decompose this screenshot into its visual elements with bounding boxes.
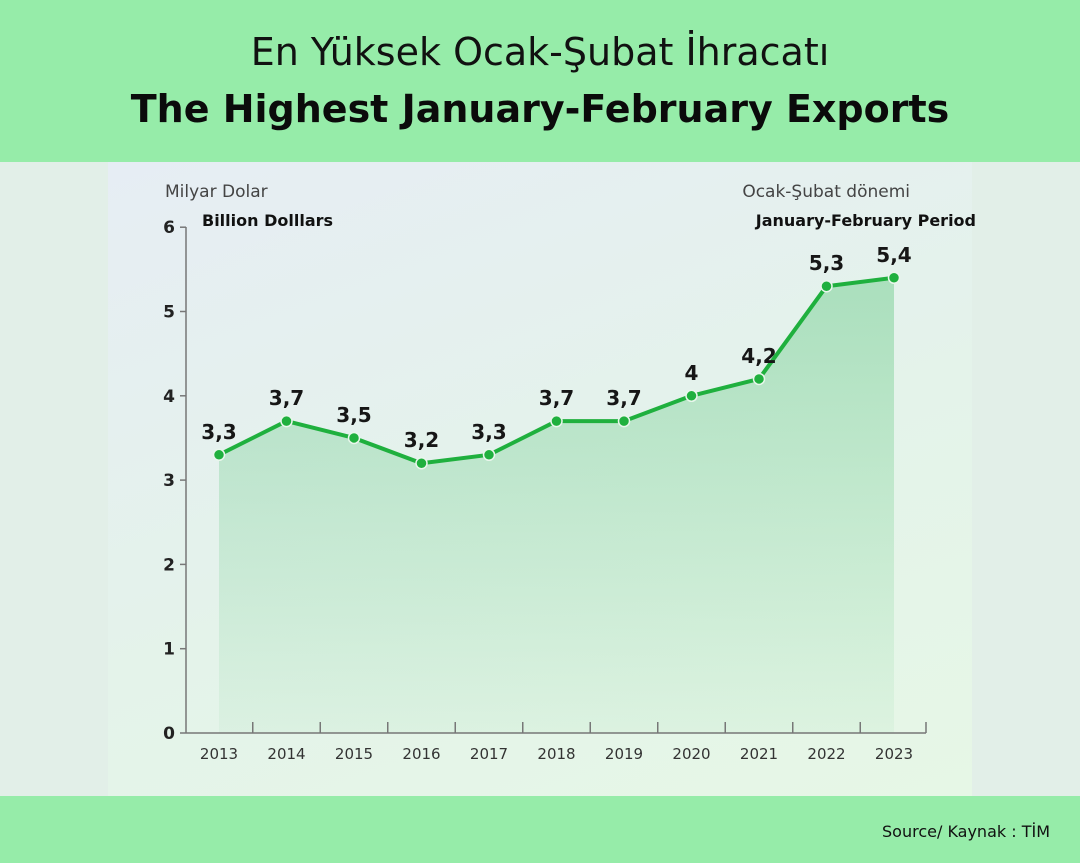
title-turkish: En Yüksek Ocak-Şubat İhracatı bbox=[250, 30, 830, 74]
x-tick-label: 2017 bbox=[470, 745, 508, 763]
y-tick-label: 6 bbox=[163, 218, 175, 238]
x-tick-label: 2019 bbox=[605, 745, 643, 763]
data-point-2021 bbox=[752, 372, 766, 386]
data-label-2015: 3,5 bbox=[336, 403, 371, 427]
y-tick-label: 2 bbox=[163, 555, 175, 575]
data-label-2019: 3,7 bbox=[606, 386, 641, 410]
data-point-2020 bbox=[685, 389, 698, 403]
y-tick-label: 0 bbox=[163, 724, 175, 744]
unit-label-english: Billion Dolllars bbox=[202, 211, 333, 230]
data-point-2018 bbox=[550, 414, 563, 428]
data-point-2013 bbox=[212, 448, 226, 462]
data-label-2016: 3,2 bbox=[404, 428, 439, 452]
period-label-english: January-February Period bbox=[755, 211, 976, 230]
data-label-2018: 3,7 bbox=[539, 386, 574, 410]
data-label-2021: 4,2 bbox=[741, 344, 776, 368]
source-note: Source/ Kaynak : TİM bbox=[882, 822, 1050, 841]
x-tick-label: 2020 bbox=[672, 745, 710, 763]
x-tick-label: 2013 bbox=[200, 745, 238, 763]
data-point-2014 bbox=[280, 414, 293, 428]
data-point-2016 bbox=[415, 456, 428, 470]
title-english: The Highest January-February Exports bbox=[130, 87, 950, 131]
x-tick-label: 2022 bbox=[807, 745, 845, 763]
data-label-2020: 4 bbox=[685, 361, 699, 385]
x-tick-label: 2023 bbox=[875, 745, 913, 763]
data-label-2017: 3,3 bbox=[471, 420, 506, 444]
data-point-2022 bbox=[820, 279, 833, 293]
data-point-2017 bbox=[482, 448, 496, 462]
x-tick-label: 2015 bbox=[335, 745, 373, 763]
data-label-2023: 5,4 bbox=[876, 243, 911, 267]
data-point-2015 bbox=[347, 431, 361, 445]
x-tick-label: 2014 bbox=[267, 745, 305, 763]
data-label-2013: 3,3 bbox=[201, 420, 236, 444]
data-points bbox=[212, 271, 901, 470]
x-ticks: 2013 2014 2015 2016 2017 2018 2019 2020 2021 2022… bbox=[200, 722, 927, 763]
footer: Source/ Kaynak : TİM bbox=[0, 796, 1080, 863]
y-tick-label: 3 bbox=[163, 471, 175, 491]
period-label-turkish: Ocak-Şubat dönemi bbox=[742, 182, 910, 202]
data-point-2023 bbox=[887, 271, 901, 285]
unit-label-turkish: Milyar Dolar bbox=[165, 182, 268, 202]
y-tick-label: 5 bbox=[163, 303, 175, 323]
y-ticks: 0 1 2 3 4 5 6 bbox=[163, 218, 186, 744]
x-tick-label: 2016 bbox=[402, 745, 440, 763]
x-tick-label: 2021 bbox=[740, 745, 778, 763]
header: En Yüksek Ocak-Şubat İhracatı The Highes… bbox=[0, 0, 1080, 162]
area-fill bbox=[219, 277, 894, 733]
y-tick-label: 1 bbox=[163, 640, 175, 660]
data-label-2014: 3,7 bbox=[269, 386, 304, 410]
y-tick-label: 4 bbox=[163, 387, 175, 407]
x-tick-label: 2018 bbox=[537, 745, 575, 763]
data-labels: 3,3 3,7 3,5 3,2 3,3 3,7 3,7 4 4,2 5,3 5,4 bbox=[201, 243, 911, 452]
data-point-2019 bbox=[617, 414, 631, 428]
data-label-2022: 5,3 bbox=[809, 251, 844, 275]
